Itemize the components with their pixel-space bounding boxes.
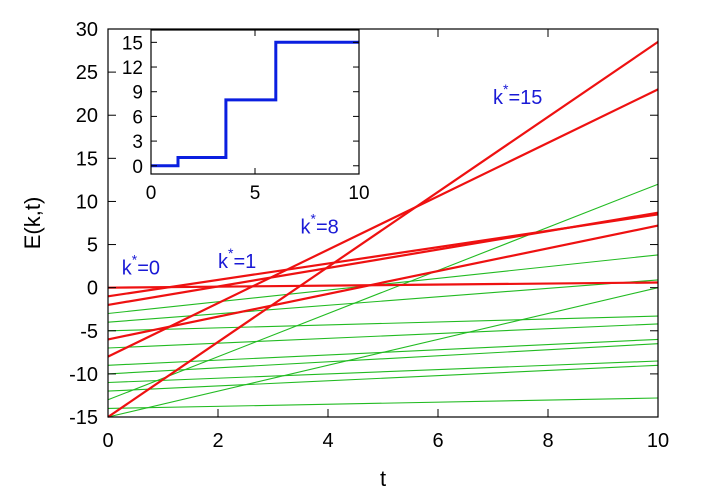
green-series-line-14: [107, 364, 659, 392]
inset-axis-ticks: 0 5 10 0 3 6 9 12 15: [122, 30, 370, 204]
annotation-base: k: [301, 216, 312, 238]
green-series-line-10: [107, 323, 659, 349]
green-series-line-8: [107, 279, 659, 323]
main-plot-frame: [107, 28, 659, 418]
inset-step-line: [151, 40, 359, 168]
red-series-line-0: [107, 40, 659, 418]
inset-y-tick-label: 0: [132, 157, 143, 178]
x-tick-label: 0: [102, 430, 113, 452]
red-series-line-3: [107, 213, 659, 298]
y-tick-label: 20: [76, 105, 98, 127]
red-series-line-4: [107, 224, 659, 341]
y-tick-label: -10: [69, 364, 98, 386]
k-star-annotation: k*=15: [493, 81, 542, 109]
inset-background: [151, 30, 359, 174]
x-tick-label: 10: [647, 430, 669, 452]
y-tick-label: 0: [87, 278, 98, 300]
inset-y-tick-label: 6: [132, 107, 143, 128]
inset-x-tick-label: 10: [348, 183, 369, 204]
green-series-line-9: [107, 315, 659, 332]
annotation-value: =0: [137, 258, 160, 280]
inset-x-tick-label: 5: [250, 183, 261, 204]
y-tick-label: -5: [80, 321, 98, 343]
x-axis-label: t: [380, 466, 386, 491]
green-series-line-6: [107, 183, 659, 401]
inset-x-tick-label: 0: [146, 183, 157, 204]
x-tick-label: 6: [432, 430, 443, 452]
annotation-base: k: [493, 87, 504, 109]
k-star-annotation: k*=8: [301, 210, 339, 238]
y-tick-label: 30: [76, 19, 98, 41]
green-series-line-13: [107, 360, 659, 384]
annotation-value: =15: [508, 87, 542, 109]
green-series-line-16: [107, 287, 659, 418]
annotation-superscript: *: [311, 210, 317, 226]
y-tick-label: 25: [76, 62, 98, 84]
x-tick-label: 4: [322, 430, 333, 452]
annotation-base: k: [122, 258, 133, 280]
y-tick-label: -15: [69, 407, 98, 429]
inset-y-tick-label: 3: [132, 132, 143, 153]
x-tick-label: 2: [212, 430, 223, 452]
inset-chart: 0 5 10 0 3 6 9 12 15: [122, 29, 370, 204]
k-star-annotation: k*=0: [122, 252, 160, 280]
y-tick-label: 15: [76, 148, 98, 170]
x-tick-label: 8: [542, 430, 553, 452]
inset-y-tick-label: 9: [132, 83, 143, 104]
annotation-value: =8: [316, 216, 339, 238]
annotation-superscript: *: [503, 81, 509, 97]
annotation-base: k: [218, 251, 229, 273]
y-tick-label: 5: [87, 235, 98, 257]
y-axis-label: E(k,t): [20, 197, 45, 250]
annotation-value: =1: [233, 251, 256, 273]
green-series-line-12: [107, 343, 659, 375]
red-series-line-5: [107, 281, 659, 289]
main-series-lines: [107, 40, 659, 418]
red-series-line-1: [107, 88, 659, 358]
annotation-superscript: *: [228, 245, 234, 261]
inset-step-plot: [151, 40, 359, 168]
inset-y-tick-label: 12: [122, 58, 143, 79]
inset-y-tick-label: 15: [122, 33, 143, 54]
annotation-superscript: *: [132, 252, 138, 268]
y-tick-label: 10: [76, 191, 98, 213]
k-star-annotation: k*=1: [218, 245, 256, 273]
green-series-line-15: [107, 397, 659, 409]
k-star-annotations: k*=0 k*=1k*=8k*=15: [122, 81, 543, 280]
